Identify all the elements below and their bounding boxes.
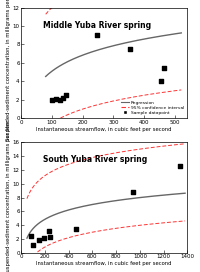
Point — [43, 236, 46, 241]
Point — [49, 235, 52, 239]
Point — [29, 233, 32, 238]
X-axis label: Instantaneous streamflow, in cubic feet per second: Instantaneous streamflow, in cubic feet … — [36, 261, 172, 267]
Point — [163, 65, 166, 70]
Point — [50, 98, 53, 102]
Legend: Regression, 95% confidence interval, Sample datapoint: Regression, 95% confidence interval, Sam… — [119, 99, 185, 116]
Point — [38, 238, 41, 242]
Point — [95, 33, 98, 38]
Point — [61, 96, 64, 100]
X-axis label: Instantaneous streamflow, in cubic feet per second: Instantaneous streamflow, in cubic feet … — [36, 127, 172, 132]
Point — [129, 47, 132, 51]
Point — [55, 97, 58, 101]
Point — [74, 227, 77, 231]
Point — [47, 229, 51, 233]
Text: Middle Yuba River spring: Middle Yuba River spring — [43, 21, 151, 30]
Y-axis label: Suspended-sediment concentration, in milligrams per liter: Suspended-sediment concentration, in mil… — [6, 120, 11, 272]
Y-axis label: Suspended-sediment concentration, in milligrams per liter: Suspended-sediment concentration, in mil… — [6, 0, 11, 141]
Point — [131, 190, 134, 194]
Point — [64, 93, 67, 97]
Point — [31, 242, 35, 247]
Point — [160, 79, 163, 84]
Text: South Yuba River spring: South Yuba River spring — [43, 156, 147, 165]
Point — [179, 164, 182, 169]
Point — [58, 98, 61, 102]
